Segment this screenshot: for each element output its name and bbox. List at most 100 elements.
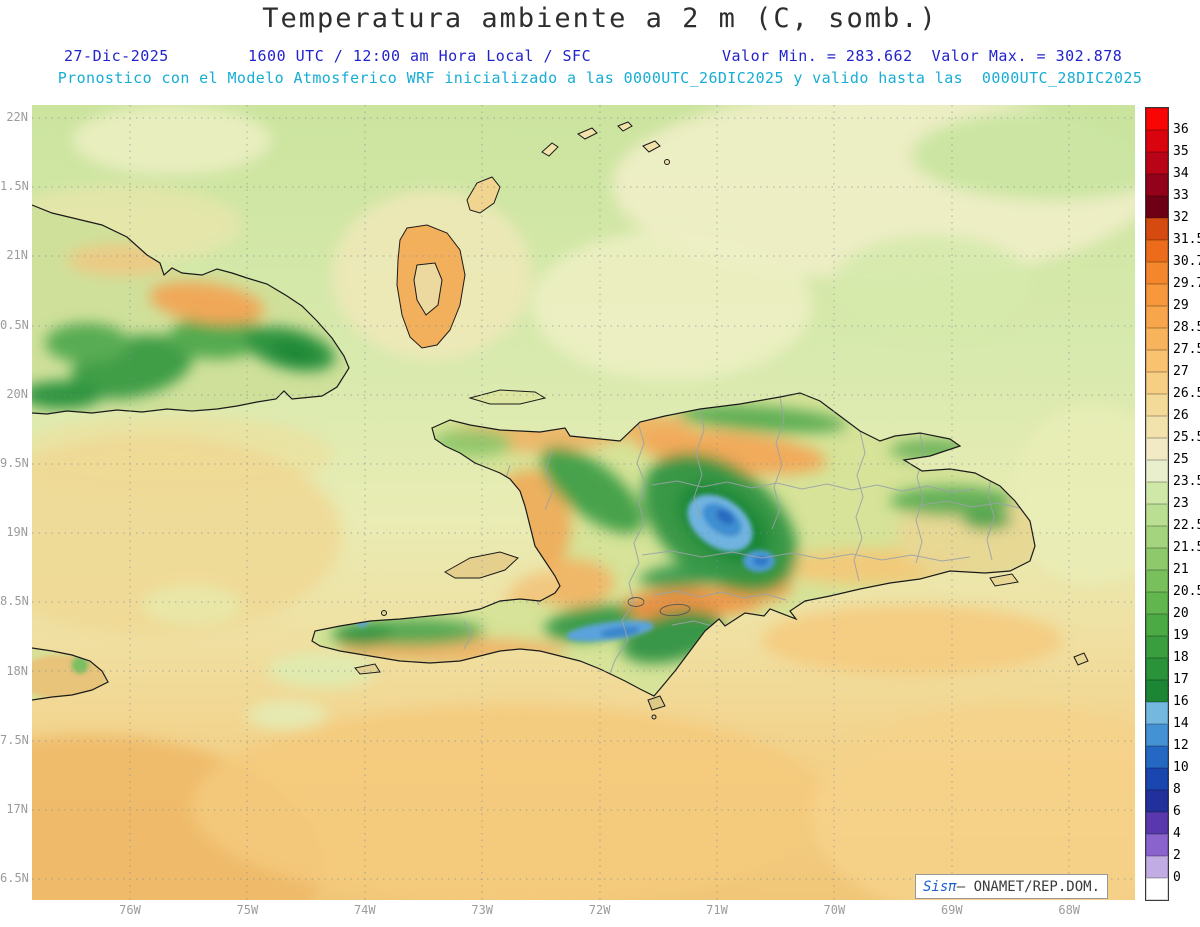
colorbar-label: 2: [1173, 848, 1181, 863]
colorbar-label: 20.5: [1173, 584, 1200, 599]
colorbar-cell: 20: [1146, 592, 1189, 621]
colorbar-cell: 35: [1146, 130, 1189, 159]
colorbar-label: 29.7: [1173, 276, 1200, 291]
colorbar-cell: 27.5: [1146, 328, 1200, 357]
colorbar-cell: 18: [1146, 636, 1189, 665]
temperature-colorbar: 363534333231.530.729.72928.527.52726.526…: [1145, 107, 1200, 901]
coastlines: [32, 204, 1036, 701]
colorbar-cell: 23.5: [1146, 460, 1200, 489]
lon-axis-label: 76W: [119, 903, 141, 917]
colorbar-cell: 25.5: [1146, 416, 1200, 445]
lat-axis-label: 9.5N: [0, 456, 29, 470]
colorbar-cell: 8: [1146, 768, 1181, 797]
graticule: [32, 105, 1135, 900]
colorbar-label: 17: [1173, 672, 1189, 687]
colorbar-label: 4: [1173, 826, 1181, 841]
lat-axis-label: 22N: [6, 110, 28, 124]
colorbar-cell: 33: [1146, 174, 1189, 203]
lon-axis-label: 69W: [940, 903, 963, 917]
colorbar-label: 19: [1173, 628, 1189, 643]
valid-time-label: 1600 UTC / 12:00 am Hora Local / SFC: [248, 47, 592, 65]
colorbar-cell: 36: [1146, 108, 1189, 137]
colorbar-cell: 22.5: [1146, 504, 1200, 533]
colorbar-label: 14: [1173, 716, 1189, 731]
colorbar-cell: 12: [1146, 724, 1189, 753]
colorbar-cell: 14: [1146, 702, 1189, 731]
colorbar-cell: 2: [1146, 834, 1181, 863]
colorbar-label: 36: [1173, 122, 1189, 137]
lat-axis-label: 21N: [6, 248, 28, 263]
lat-axis-label: 20N: [6, 386, 28, 401]
colorbar-cell: 6: [1146, 790, 1181, 819]
colorbar-cell: 19: [1146, 614, 1189, 643]
lat-axis-label: 6.5N: [0, 871, 29, 886]
colorbar-label: 10: [1173, 760, 1189, 775]
hispaniola-landmass: [312, 393, 1035, 696]
small-islands: [354, 121, 1089, 720]
lon-axis-label: 74W: [353, 903, 376, 917]
colorbar-label: 27.5: [1173, 342, 1200, 357]
ocean-temperature-patches: [32, 105, 1135, 900]
colorbar-label: 34: [1173, 166, 1189, 181]
lat-axis-label: 8.5N: [0, 594, 29, 609]
colorbar-cell: 34: [1146, 152, 1189, 181]
colorbar-cell: 27: [1146, 350, 1189, 379]
colorbar-label: 29: [1173, 298, 1189, 313]
colorbar-cell: 31.5: [1146, 218, 1200, 247]
colorbar-label: 31.5: [1173, 232, 1200, 247]
sispi-logo: Sisπ: [923, 878, 957, 895]
colorbar-label: 33: [1173, 188, 1189, 203]
colorbar-label: 23.5: [1173, 474, 1200, 489]
colorbar-label: 22.5: [1173, 518, 1200, 533]
lat-axis-label: 7.5N: [0, 732, 29, 747]
lon-axis-label: 72W: [588, 903, 611, 917]
lat-axis-label: 18N: [6, 663, 28, 678]
colorbar-cell: 28.5: [1146, 306, 1200, 335]
colorbar-label: 30.7: [1173, 254, 1200, 269]
colorbar-label: 25.5: [1173, 430, 1200, 445]
colorbar-label: 6: [1173, 804, 1181, 819]
colorbar-label: 27: [1173, 364, 1189, 379]
colorbar-label: 20: [1173, 606, 1189, 621]
colorbar-cell: 29: [1146, 284, 1189, 313]
colorbar-label: 25: [1173, 452, 1189, 467]
lon-axis-label: 68W: [1058, 903, 1081, 917]
colorbar-label: 16: [1173, 694, 1189, 709]
colorbar-cell: 17: [1146, 658, 1189, 687]
colorbar-label: 26: [1173, 408, 1189, 423]
colorbar-cell: 16: [1146, 680, 1189, 709]
colorbar-label: 21.5: [1173, 540, 1200, 555]
lat-axis-label: 0.5N: [0, 317, 29, 332]
colorbar-cell: 30.7: [1146, 240, 1200, 269]
colorbar-cell: 25: [1146, 438, 1189, 467]
colorbar-cell: 0: [1146, 856, 1181, 885]
colorbar-label: 0: [1173, 870, 1181, 885]
lon-axis-label: 71W: [706, 903, 728, 917]
colorbar-label: 18: [1173, 650, 1189, 665]
map-canvas: [32, 105, 1135, 900]
colorbar-cell: 21.5: [1146, 526, 1200, 555]
colorbar-cell: 26: [1146, 394, 1189, 423]
colorbar-cell: 10: [1146, 746, 1189, 775]
colorbar-label: 23: [1173, 496, 1189, 511]
colorbar-cell: 26.5: [1146, 372, 1200, 401]
page-title: Temperatura ambiente a 2 m (C, somb.): [262, 3, 938, 34]
colorbar-label: 28.5: [1173, 320, 1200, 335]
lon-axis-label: 73W: [471, 903, 494, 917]
colorbar-cell: [1146, 878, 1168, 900]
lon-axis-label: 75W: [236, 903, 259, 917]
colorbar-label: 21: [1173, 562, 1189, 577]
colorbar-label: 32: [1173, 210, 1189, 225]
credit-org-label: – ONAMET/REP.DOM.: [956, 878, 1101, 895]
lat-axis-label: 1.5N: [0, 179, 29, 194]
colorbar-cell: 23: [1146, 482, 1189, 511]
colorbar-label: 35: [1173, 144, 1189, 159]
lat-axis-label: 17N: [6, 802, 28, 816]
lon-axis-label: 70W: [823, 903, 846, 917]
model-info-label: Pronostico con el Modelo Atmosferico WRF…: [57, 69, 1143, 87]
colorbar-label: 26.5: [1173, 386, 1200, 401]
run-date-label: 27-Dic-2025: [64, 47, 169, 65]
colorbar-cell: 20.5: [1146, 570, 1200, 599]
cuba-landmass: [32, 205, 349, 414]
